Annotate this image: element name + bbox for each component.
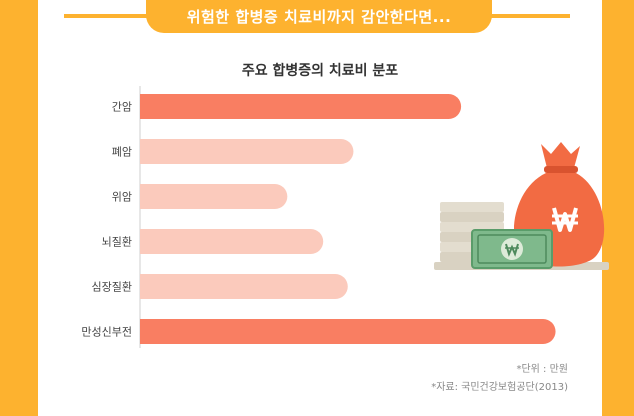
bar-2	[140, 139, 354, 164]
header-banner: 위험한 합병증 치료비까지 감안한다면...	[146, 0, 492, 33]
header-divider-left	[64, 14, 176, 18]
bar-4	[140, 229, 324, 254]
bar-3	[140, 184, 288, 209]
unit-note: *단위 : 만원	[516, 364, 568, 375]
category-label: 심장질환	[92, 281, 132, 294]
category-label: 만성신부전	[81, 326, 132, 339]
bar-4-base	[140, 229, 165, 254]
bar-6	[140, 319, 556, 344]
category-label: 폐암	[112, 146, 132, 159]
category-label: 뇌질환	[102, 236, 132, 249]
right-frame-border	[602, 0, 634, 416]
bar-1-base	[140, 94, 165, 119]
money-illustration	[434, 142, 609, 270]
bar-3-base	[140, 184, 165, 209]
left-frame-border	[0, 0, 38, 416]
chart-title: 주요 합병증의 치료비 분포	[241, 63, 399, 79]
header-divider-right	[466, 14, 570, 18]
category-label: 위암	[112, 191, 132, 204]
bar-6-base	[140, 319, 165, 344]
won-banknote-icon	[471, 229, 553, 269]
bar-5	[140, 274, 348, 299]
source-note: *자료: 국민건강보험공단(2013)	[431, 382, 568, 393]
category-label: 간암	[112, 101, 132, 114]
bar-1	[140, 94, 462, 119]
bar-5-base	[140, 274, 165, 299]
bar-2-base	[140, 139, 165, 164]
